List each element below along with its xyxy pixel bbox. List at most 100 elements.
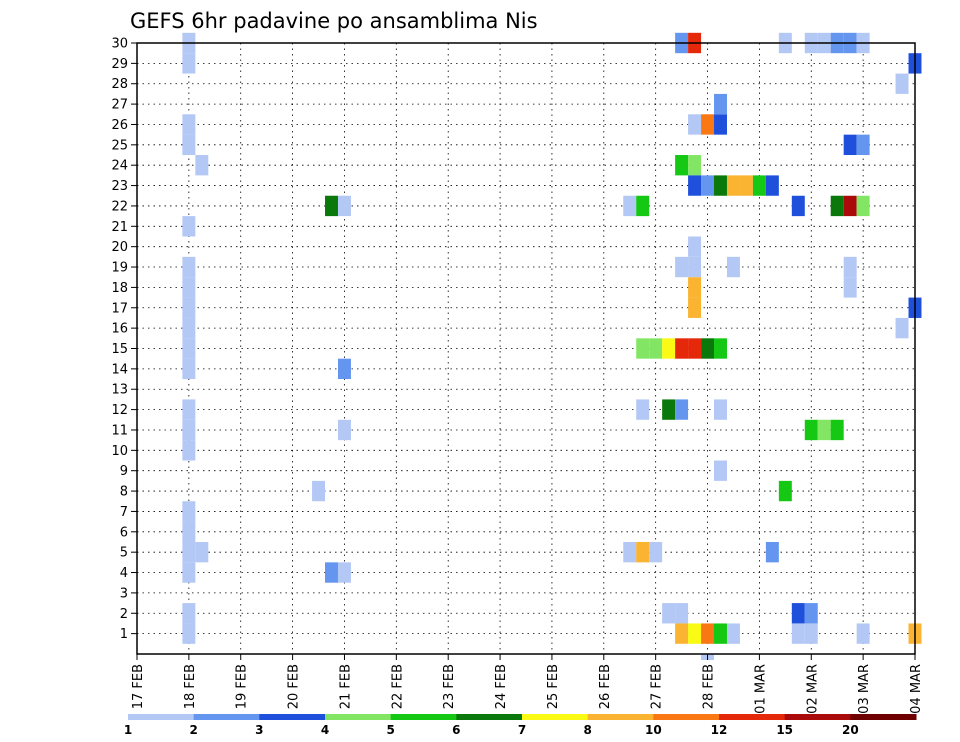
colorbar-label: 3 bbox=[255, 723, 263, 737]
colorbar-label: 6 bbox=[452, 723, 460, 737]
heatmap-cell bbox=[623, 195, 637, 217]
heatmap-cell bbox=[778, 480, 792, 502]
x-tick-label: 23 FEB bbox=[442, 664, 457, 709]
heatmap-cell bbox=[325, 195, 338, 217]
heatmap-cell bbox=[895, 317, 909, 339]
x-tick-label: 03 MAR bbox=[857, 664, 872, 714]
heatmap-cell bbox=[662, 603, 676, 624]
x-tick-label: 28 FEB bbox=[702, 664, 717, 709]
colorbar-swatch bbox=[259, 714, 326, 720]
heatmap-cell bbox=[636, 541, 650, 563]
heatmap-cell bbox=[182, 562, 196, 583]
heatmap-cell bbox=[856, 623, 870, 644]
heatmap-cells bbox=[182, 32, 922, 660]
heatmap-cell bbox=[675, 155, 689, 176]
heatmap-cell bbox=[843, 256, 857, 278]
heatmap-cell bbox=[636, 399, 650, 420]
heatmap-cell bbox=[182, 440, 196, 461]
heatmap-cell bbox=[623, 541, 637, 563]
heatmap-cell bbox=[843, 134, 857, 156]
heatmap-cell bbox=[182, 134, 196, 156]
colorbar-swatch bbox=[653, 714, 720, 720]
heatmap-cell bbox=[182, 277, 196, 298]
heatmap-cell bbox=[688, 623, 702, 644]
y-tick-label: 27 bbox=[111, 98, 128, 113]
y-axis: 1234567891011121314151617181920212223242… bbox=[111, 37, 137, 642]
heatmap-cell bbox=[182, 256, 196, 278]
heatmap-cell bbox=[182, 53, 196, 74]
heatmap-cell bbox=[688, 277, 702, 298]
y-tick-label: 21 bbox=[111, 220, 128, 235]
colorbar-swatch bbox=[522, 714, 589, 720]
x-axis: 17 FEB 18 FEB 19 FEB 20 FEB 21 FEB 22 FEB 23 F… bbox=[131, 654, 924, 714]
x-tick-label: 25 FEB bbox=[546, 664, 561, 709]
x-tick-label: 27 FEB bbox=[650, 664, 665, 709]
colorbar-label: 7 bbox=[518, 723, 526, 737]
heatmap-cell bbox=[195, 541, 209, 563]
x-tick-label: 17 FEB bbox=[131, 664, 146, 709]
heatmap-cell bbox=[675, 623, 689, 644]
colorbar-label: 12 bbox=[711, 723, 728, 737]
heatmap-cell bbox=[337, 562, 351, 583]
y-tick-label: 26 bbox=[111, 118, 128, 133]
colorbar-label: 10 bbox=[645, 723, 662, 737]
heatmap-cell bbox=[688, 155, 702, 176]
heatmap-cell bbox=[182, 338, 196, 359]
heatmap-cell bbox=[182, 419, 196, 441]
x-tick-label: 01 MAR bbox=[753, 664, 768, 714]
colorbar-label: 20 bbox=[842, 723, 859, 737]
heatmap-cell bbox=[726, 256, 740, 278]
y-tick-label: 2 bbox=[120, 607, 128, 622]
heatmap-cell bbox=[182, 358, 196, 380]
heatmap-cell bbox=[688, 338, 702, 359]
heatmap-cell bbox=[182, 623, 196, 644]
heatmap-cell bbox=[182, 399, 196, 420]
x-tick-label: 02 MAR bbox=[805, 664, 820, 714]
x-tick-label: 22 FEB bbox=[390, 664, 405, 709]
heatmap-cell bbox=[856, 195, 870, 217]
y-tick-label: 6 bbox=[120, 525, 128, 540]
heatmap-cell bbox=[726, 175, 740, 196]
y-tick-label: 17 bbox=[111, 301, 128, 316]
heatmap-cell bbox=[649, 541, 663, 563]
heatmap-cell bbox=[739, 175, 753, 196]
y-tick-label: 4 bbox=[120, 566, 128, 581]
heatmap-cell bbox=[182, 216, 196, 237]
heatmap-cell bbox=[182, 521, 196, 542]
colorbar-swatch bbox=[456, 714, 523, 720]
heatmap-cell bbox=[830, 195, 844, 217]
heatmap-cell bbox=[714, 175, 727, 196]
colorbar-swatch bbox=[587, 714, 654, 720]
colorbar-swatch bbox=[325, 714, 392, 720]
colorbar-label: 8 bbox=[583, 723, 591, 737]
y-tick-label: 3 bbox=[120, 586, 128, 601]
heatmap-cell bbox=[791, 603, 805, 624]
heatmap-cell bbox=[791, 623, 805, 644]
y-tick-label: 14 bbox=[111, 362, 128, 377]
colorbar-swatch bbox=[128, 714, 195, 720]
heatmap-cell bbox=[182, 297, 196, 318]
heatmap-cell bbox=[182, 603, 196, 624]
heatmap-cell bbox=[688, 297, 702, 318]
heatmap-cell bbox=[312, 480, 326, 502]
y-tick-label: 16 bbox=[111, 322, 128, 337]
heatmap-cell bbox=[895, 73, 909, 94]
y-tick-label: 30 bbox=[111, 37, 128, 52]
y-tick-label: 12 bbox=[111, 403, 128, 418]
y-tick-label: 29 bbox=[111, 57, 128, 72]
colorbar-swatch bbox=[719, 714, 786, 720]
colorbar-swatch bbox=[784, 714, 851, 720]
heatmap-cell bbox=[688, 236, 702, 257]
heatmap-cell bbox=[675, 256, 689, 278]
heatmap-cell bbox=[688, 114, 702, 135]
heatmap-cell bbox=[182, 114, 196, 135]
heatmap-cell bbox=[649, 338, 663, 359]
heatmap-cell bbox=[675, 603, 689, 624]
y-tick-label: 22 bbox=[111, 199, 128, 214]
heatmap-cell bbox=[804, 419, 818, 441]
heatmap-cell bbox=[714, 399, 727, 420]
heatmap-cell bbox=[182, 501, 196, 522]
y-tick-label: 7 bbox=[120, 505, 128, 520]
x-tick-label: 26 FEB bbox=[598, 664, 613, 709]
